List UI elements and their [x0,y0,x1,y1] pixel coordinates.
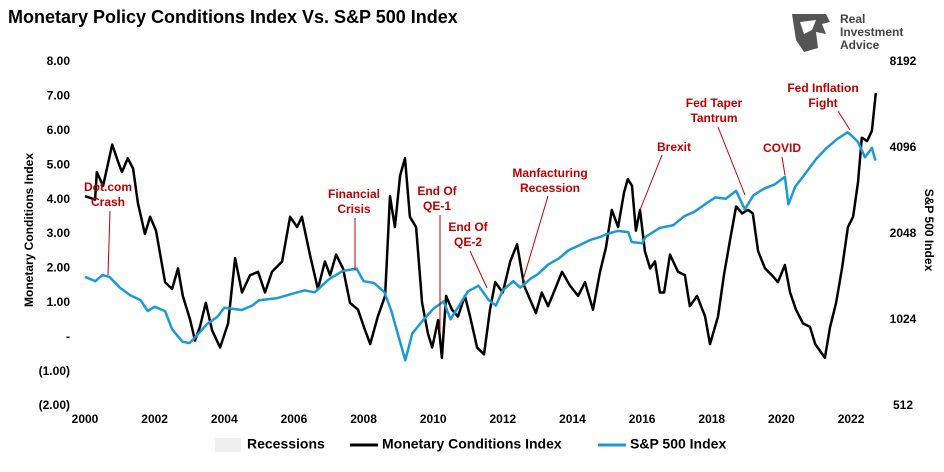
annotation-arrow [781,156,786,176]
y-axis-label: Monetary Conditions Index [22,153,36,307]
y2-tick-label: 1024 [890,312,917,326]
series-line [84,131,877,362]
series-line [84,92,878,360]
y-tick-label: 2.00 [47,261,71,275]
y-tick-label: 4.00 [47,192,71,206]
x-tick-label: 2008 [350,412,377,426]
y-tick-label: (1.00) [39,364,70,378]
y-tick-label: 3.00 [47,226,71,240]
y-tick-label: 7.00 [47,89,71,103]
annotation: Dot.com [84,180,132,194]
logo-text: Investment [840,25,903,39]
y-tick-label: 8.00 [47,54,71,68]
x-tick-label: 2014 [559,412,586,426]
x-tick-label: 2002 [141,412,168,426]
annotation: End Of [417,184,457,198]
logo-text: Real [840,12,865,26]
annotation: End Of [448,220,488,234]
annotation: Fight [808,96,837,110]
annotation: Tantrum [690,111,737,125]
y-tick-label: 6.00 [47,123,71,137]
y-tick-label: - [66,329,70,343]
logo-text: Advice [840,38,880,52]
annotation: Fed Inflation [787,81,858,95]
legend-label: S&P 500 Index [630,436,726,452]
annotation: Brexit [657,140,691,154]
annotation: Crisis [337,202,371,216]
y-tick-label: 1.00 [47,295,71,309]
annotation: Financial [328,187,380,201]
legend-label: Recessions [247,436,325,452]
y2-axis-label: S&P 500 Index [922,189,936,272]
x-tick-label: 2012 [489,412,516,426]
legend-swatch [215,438,241,452]
annotation-arrow [107,210,111,276]
y2-tick-label: 4096 [890,140,917,154]
annotation: Fed Taper [686,96,743,110]
legend-label: Monetary Conditions Index [382,436,562,452]
annotation-arrow [717,126,746,196]
annotation-arrow [837,110,851,131]
x-tick-label: 2004 [211,412,238,426]
annotation: Recession [520,181,580,195]
annotation: COVID [763,141,801,155]
annotation-arrow [522,195,549,281]
y-tick-label: 5.00 [47,157,71,171]
x-tick-label: 2016 [629,412,656,426]
y2-tick-label: 2048 [890,226,917,240]
annotation-arrow [639,154,663,211]
x-tick-label: 2020 [768,412,795,426]
annotation: QE-1 [423,199,451,213]
x-tick-label: 2022 [838,412,865,426]
annotation: Manfacturing [512,166,587,180]
y2-tick-label: 512 [893,398,913,412]
x-tick-label: 2006 [281,412,308,426]
y2-tick-label: 8192 [890,54,917,68]
x-tick-label: 2018 [698,412,725,426]
annotation: QE-2 [454,235,482,249]
x-tick-label: 2000 [72,412,99,426]
chart-title: Monetary Policy Conditions Index Vs. S&P… [8,7,458,27]
logo-icon [792,14,830,52]
annotation: Crash [91,195,125,209]
y-tick-label: (2.00) [39,398,70,412]
x-tick-label: 2010 [420,412,447,426]
annotation-arrow [469,250,488,289]
